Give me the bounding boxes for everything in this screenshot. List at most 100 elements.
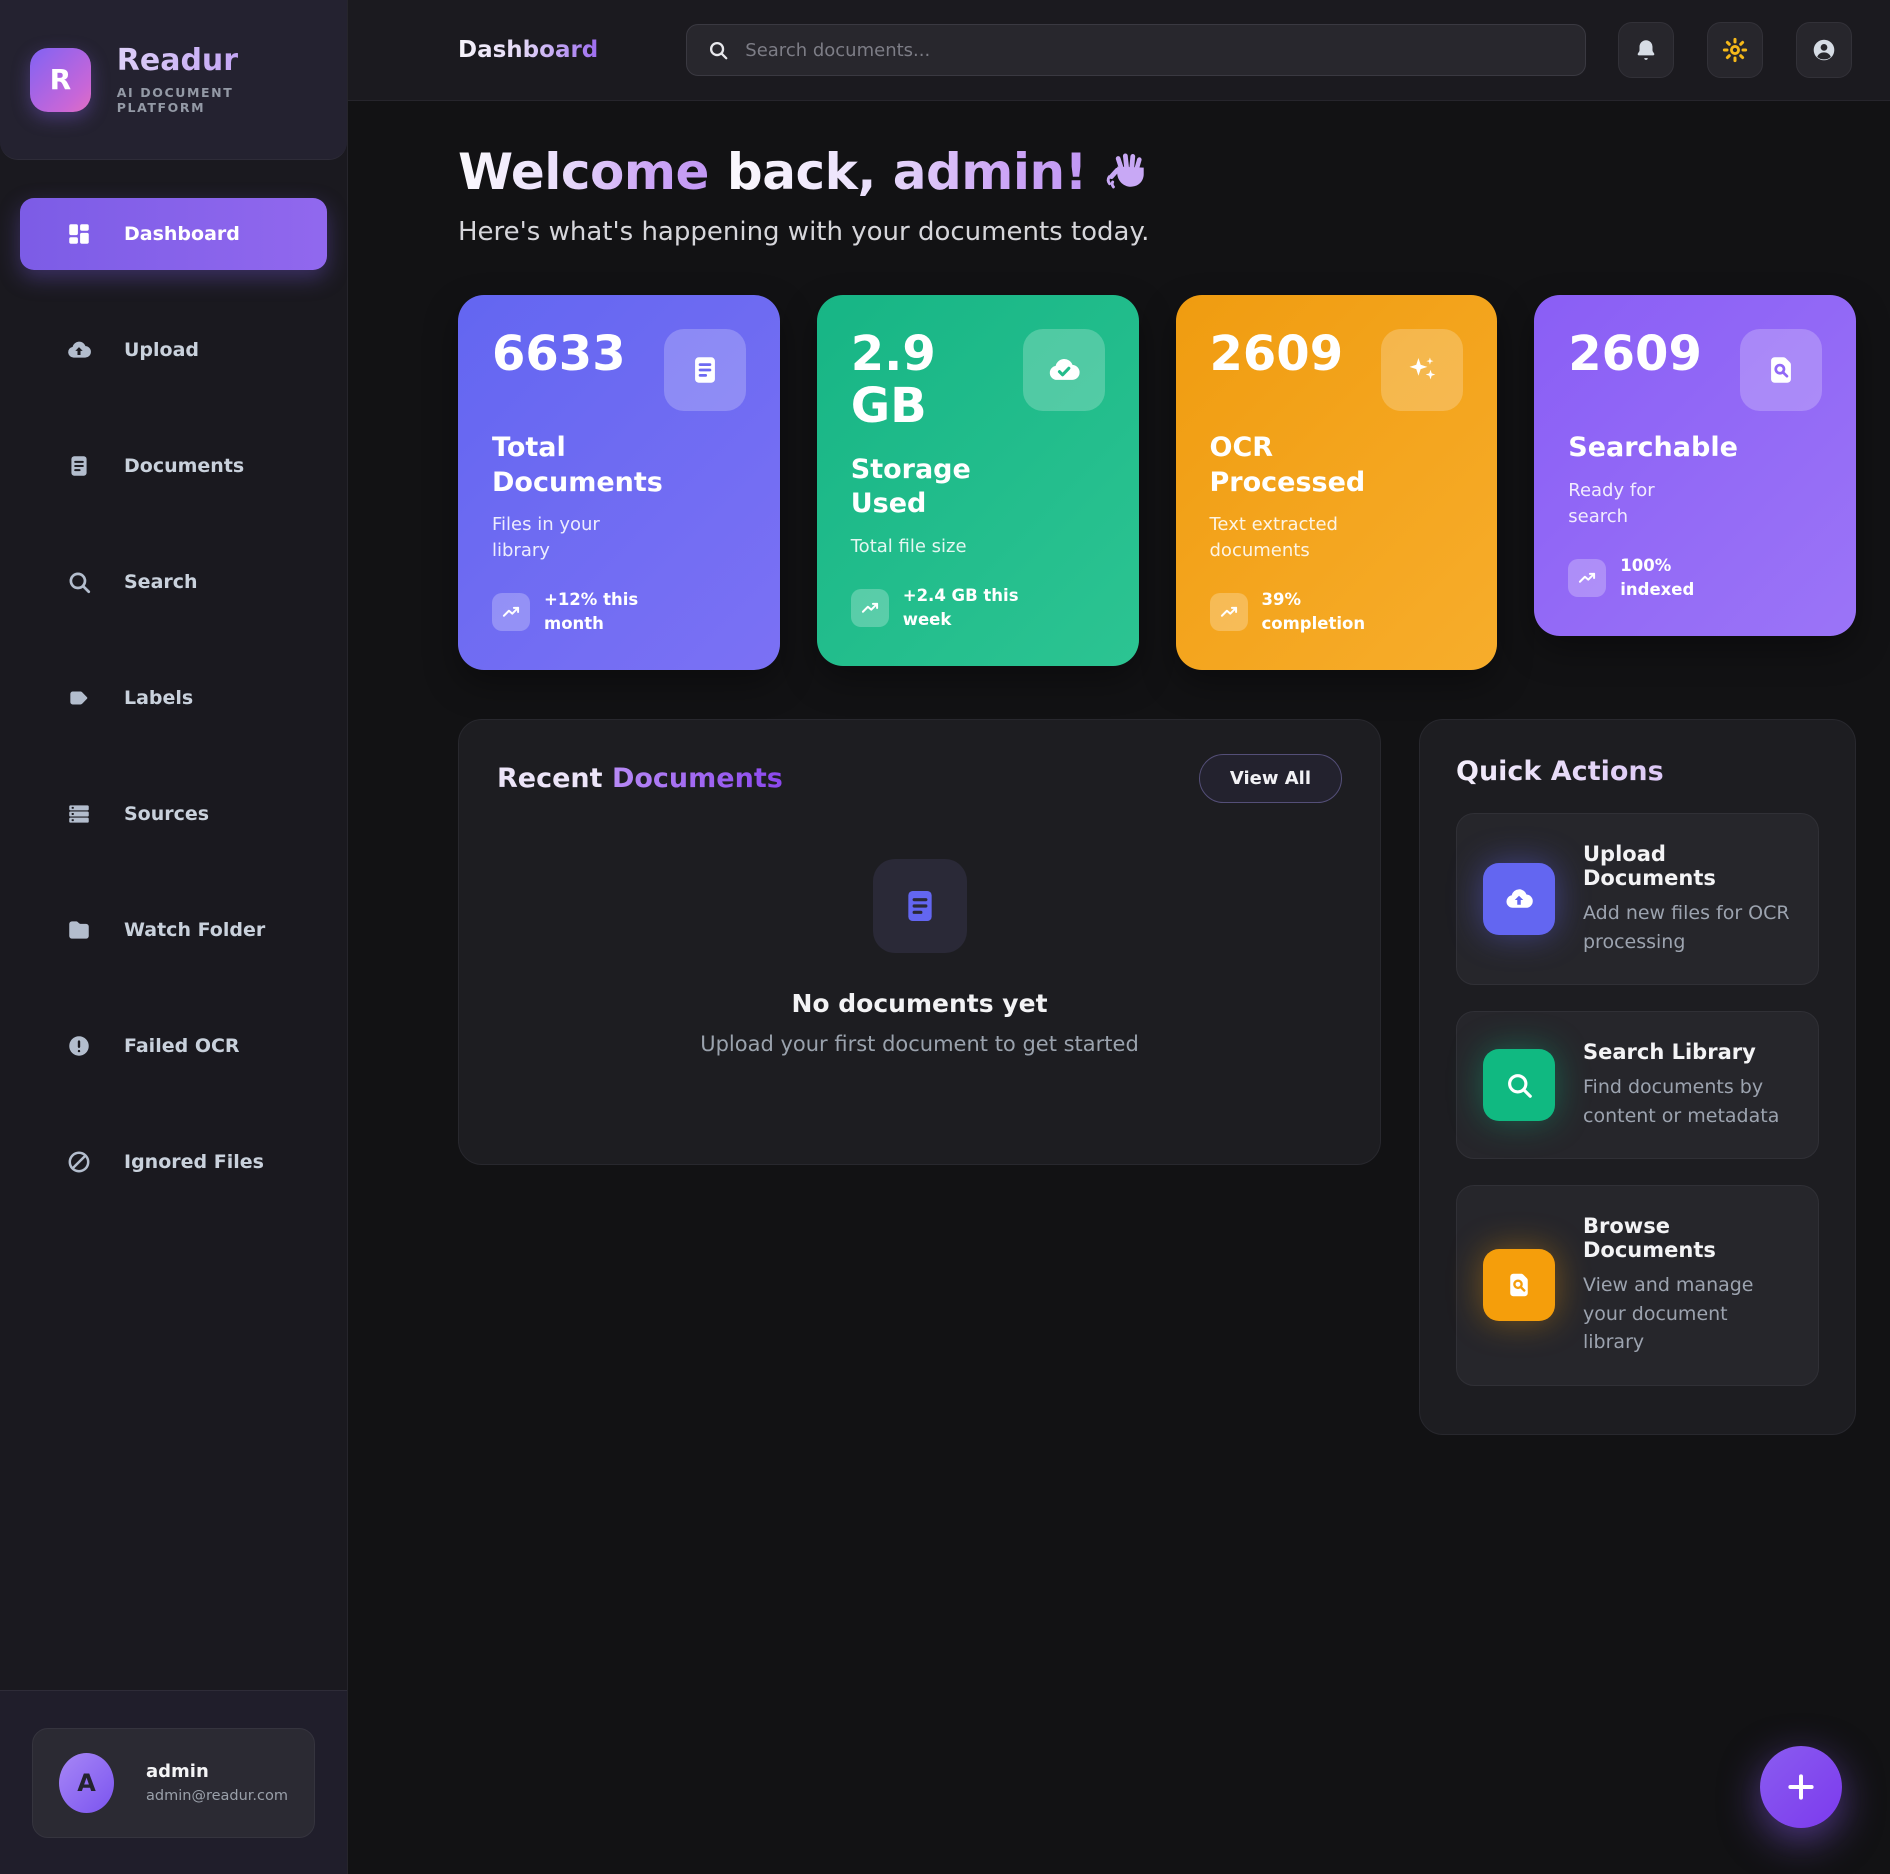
welcome-heading: Welcome back, admin! — [458, 143, 1856, 201]
stat-title: Total Documents — [492, 432, 663, 498]
sidebar-item-label: Upload — [124, 339, 200, 361]
stat-subtitle: Ready for search — [1568, 479, 1655, 527]
search-input[interactable] — [745, 39, 1566, 61]
sidebar-item-watch-folder[interactable]: Watch Folder — [20, 894, 327, 966]
recent-documents-panel: Recent Documents View All No documents y… — [458, 719, 1381, 1166]
sparkles-icon — [1381, 329, 1464, 411]
stat-subtitle: Files in your library — [492, 514, 600, 562]
search-icon — [710, 41, 728, 60]
trending-up-icon — [492, 593, 530, 632]
panels-row: Recent Documents View All No documents y… — [458, 719, 1856, 1436]
sidebar-item-label: Documents — [124, 455, 245, 477]
cloud-upload-icon — [66, 337, 92, 363]
stat-title: OCR Processed — [1209, 432, 1366, 498]
quick-action-description: View and manage your document library — [1583, 1274, 1754, 1354]
quick-actions-title: Quick Actions — [1456, 756, 1819, 787]
topbar-actions — [1618, 22, 1852, 78]
stat-trend-label: +12% this month — [544, 590, 639, 634]
add-document-fab[interactable] — [1760, 1746, 1842, 1828]
trending-up-icon — [1568, 558, 1607, 597]
stat-title: Searchable — [1568, 432, 1738, 463]
stat-trend-label: 100% indexed — [1620, 555, 1695, 599]
sidebar-item-failed-ocr[interactable]: Failed OCR — [20, 1010, 327, 1082]
topbar: Dashboard — [348, 0, 1890, 101]
waving-hand-icon — [1106, 151, 1146, 189]
quick-action-text: Upload Documents Add new files for OCR p… — [1583, 842, 1792, 956]
server-icon — [66, 801, 92, 827]
alert-circle-icon — [66, 1033, 92, 1059]
search-icon — [1483, 1049, 1555, 1122]
stat-card-storage-used: 2.9 GB Storage Used Total file size +2.4… — [816, 295, 1139, 666]
quick-action-text: Browse Documents View and manage your do… — [1583, 1214, 1792, 1357]
stat-subtitle: Text extracted documents — [1209, 514, 1338, 562]
user-icon — [1813, 39, 1835, 61]
trending-up-icon — [1209, 593, 1248, 632]
stat-trend: 100% indexed — [1568, 554, 1822, 602]
view-all-button[interactable]: View All — [1198, 754, 1342, 804]
folder-icon — [66, 917, 92, 943]
sidebar-item-label: Search — [124, 571, 198, 593]
search-icon — [66, 569, 92, 595]
sidebar-nav: Dashboard Upload Documents Search Labels… — [0, 160, 347, 1690]
file-search-icon — [1483, 1249, 1555, 1322]
empty-state-title: No documents yet — [791, 989, 1048, 1019]
user-email: admin@readur.com — [146, 1788, 288, 1804]
welcome-heading-accent: back, admin! — [726, 143, 1088, 201]
quick-action-title: Browse Documents — [1583, 1214, 1716, 1263]
sidebar-item-dashboard[interactable]: Dashboard — [20, 198, 327, 270]
stat-subtitle: Total file size — [850, 535, 967, 557]
sidebar-item-label: Labels — [124, 687, 194, 709]
stat-card-total-documents: 6633 Total Documents Files in your libra… — [458, 295, 780, 671]
stat-trend: +12% this month — [492, 588, 746, 636]
file-text-icon — [663, 329, 746, 411]
welcome-heading-primary: Welcome — [458, 143, 709, 201]
sidebar-item-search[interactable]: Search — [20, 546, 327, 618]
theme-toggle-button[interactable] — [1707, 22, 1763, 78]
brand-name: Readur — [117, 44, 317, 77]
stat-value: 2.9 GB — [850, 326, 936, 434]
sidebar: R Readur AI DOCUMENT PLATFORM Dashboard … — [0, 0, 348, 1874]
sidebar-item-label: Dashboard — [124, 223, 240, 245]
notifications-button[interactable] — [1618, 22, 1674, 78]
tag-icon — [66, 685, 92, 711]
user-card[interactable]: A admin admin@readur.com — [32, 1727, 315, 1838]
sidebar-item-label: Sources — [124, 803, 210, 825]
main-area: Dashboard Welcome back, admin! Here's wh… — [348, 0, 1890, 1874]
file-search-icon — [1740, 329, 1822, 411]
quick-actions-panel: Quick Actions Upload Documents Add new f… — [1419, 719, 1856, 1436]
quick-action-description: Find documents by content or metadata — [1583, 1076, 1780, 1127]
sidebar-item-upload[interactable]: Upload — [20, 314, 327, 386]
user-meta: admin admin@readur.com — [146, 1761, 288, 1804]
stat-trend: 39% completion — [1209, 588, 1464, 636]
quick-action-upload-documents[interactable]: Upload Documents Add new files for OCR p… — [1456, 813, 1819, 986]
sidebar-item-sources[interactable]: Sources — [20, 778, 327, 850]
quick-action-search-library[interactable]: Search Library Find documents by content… — [1456, 1011, 1819, 1160]
brand-text: Readur AI DOCUMENT PLATFORM — [117, 44, 317, 115]
sidebar-item-ignored-files[interactable]: Ignored Files — [20, 1126, 327, 1198]
recent-documents-title: Recent Documents — [497, 763, 783, 795]
brand-logo: R — [30, 47, 91, 112]
sidebar-item-label: Watch Folder — [124, 919, 266, 941]
dashboard-grid-icon — [66, 221, 92, 247]
sun-icon — [1722, 37, 1748, 63]
stat-value: 2609 — [1209, 326, 1344, 382]
stat-value: 2609 — [1568, 326, 1702, 382]
plus-icon — [1788, 1774, 1814, 1800]
brand-logo-initial: R — [49, 63, 72, 96]
sidebar-item-label: Failed OCR — [124, 1035, 240, 1057]
brand: R Readur AI DOCUMENT PLATFORM — [0, 0, 347, 160]
document-icon — [872, 859, 967, 954]
ban-icon — [66, 1149, 92, 1175]
search-box — [686, 24, 1587, 76]
brand-tagline: AI DOCUMENT PLATFORM — [116, 85, 234, 115]
bell-icon — [1637, 40, 1655, 60]
welcome-subtitle: Here's what's happening with your docume… — [458, 217, 1150, 247]
quick-action-title: Upload Documents — [1583, 842, 1716, 891]
sidebar-item-labels[interactable]: Labels — [20, 662, 327, 734]
quick-action-title: Search Library — [1583, 1040, 1756, 1065]
sidebar-item-documents[interactable]: Documents — [20, 430, 327, 502]
account-button[interactable] — [1796, 22, 1852, 78]
dashboard-content: Welcome back, admin! Here's what's happe… — [348, 101, 1890, 1874]
quick-action-browse-documents[interactable]: Browse Documents View and manage your do… — [1456, 1185, 1819, 1386]
